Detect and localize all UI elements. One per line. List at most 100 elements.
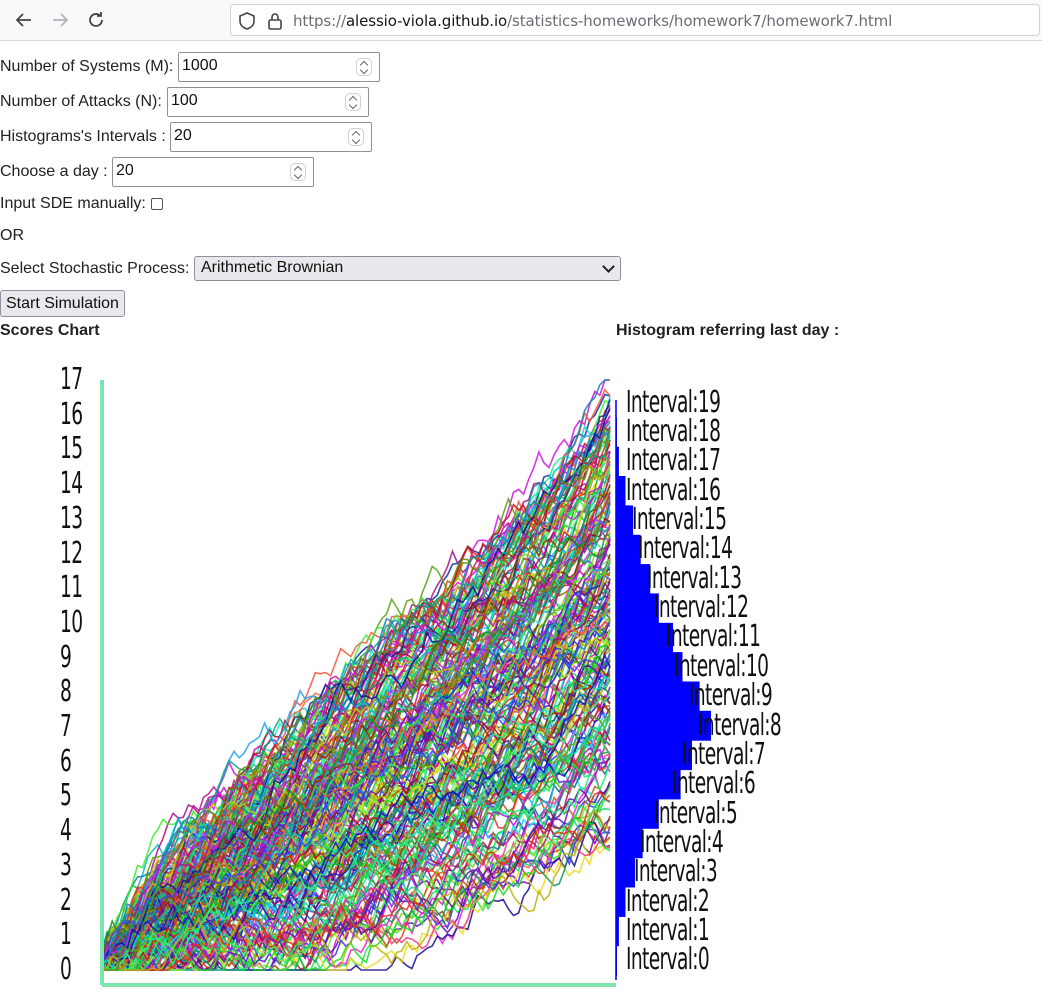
histogram-interval-label: Interval:10 [674, 648, 769, 684]
or-label: OR [0, 227, 24, 244]
score-series-line [101, 465, 611, 971]
score-series-line [101, 497, 611, 955]
y-tick-label: 16 [60, 396, 83, 432]
sde-checkbox[interactable] [151, 198, 163, 210]
histogram-bar [616, 564, 651, 594]
forward-arrow-icon[interactable] [46, 6, 74, 34]
histogram-bar [616, 828, 643, 859]
intervals-input-value: 20 [174, 127, 192, 144]
histogram-bar [616, 740, 692, 771]
day-spinner[interactable] [290, 163, 306, 181]
y-tick-label: 12 [60, 535, 83, 571]
process-select[interactable]: Arithmetic Brownian [194, 256, 621, 281]
histogram-interval-label: Interval:13 [646, 560, 742, 596]
histogram-interval-label: Interval:16 [626, 472, 721, 508]
attacks-spinner[interactable] [345, 93, 361, 111]
histogram-interval-label: Interval:12 [653, 590, 749, 626]
score-series-line [102, 753, 611, 971]
y-tick-label: 17 [60, 362, 83, 397]
y-tick-label: 8 [60, 674, 72, 710]
score-series-line [101, 592, 611, 972]
histogram-interval-label: Interval:1 [626, 912, 710, 948]
histogram-bar [616, 916, 619, 947]
histogram-bar [616, 534, 641, 565]
intervals-label: Histograms's Intervals : [0, 128, 166, 145]
score-series-line [101, 415, 611, 971]
score-series-line [101, 533, 611, 954]
score-series-line [101, 379, 610, 952]
score-series-line [101, 665, 611, 961]
histogram-bar [616, 622, 673, 653]
browser-toolbar: https://alessio-viola.github.io/statisti… [0, 0, 1042, 41]
histogram-interval-label: Interval:18 [626, 414, 721, 450]
score-series-line [101, 674, 611, 969]
y-tick-label: 1 [60, 917, 72, 953]
histogram-bar [616, 652, 683, 682]
histogram-bar [616, 710, 711, 741]
y-tick-label: 3 [60, 847, 72, 883]
y-tick-label: 15 [60, 431, 83, 467]
histogram-bar [616, 505, 634, 536]
address-bar[interactable]: https://alessio-viola.github.io/statisti… [230, 4, 1040, 36]
intervals-spinner[interactable] [348, 128, 364, 146]
histogram-interval-label: Interval:14 [638, 531, 733, 567]
lock-icon[interactable] [265, 11, 285, 31]
systems-input-value: 1000 [182, 57, 218, 74]
day-label: Choose a day : [0, 163, 108, 180]
score-series-line [101, 761, 611, 971]
histogram-bar [616, 887, 626, 917]
y-tick-label: 9 [60, 639, 72, 675]
histogram-chart: Interval:0 Interval:1 Interval:2 Interval:3… [612, 360, 872, 999]
score-series-line [102, 790, 611, 971]
histogram-bar [616, 476, 626, 506]
histogram-interval-label: Interval:11 [665, 619, 761, 655]
url-path: /statistics-homeworks/homework7/homework… [507, 12, 893, 30]
histogram-bar [616, 681, 700, 712]
back-arrow-icon[interactable] [10, 6, 38, 34]
day-input-value: 20 [116, 162, 134, 179]
histogram-interval-label: Interval:7 [682, 736, 766, 772]
intervals-input[interactable]: 20 [170, 122, 372, 152]
histogram-interval-label: Interval:6 [672, 766, 756, 802]
sde-label: Input SDE manually: [0, 195, 146, 212]
score-series-line [101, 653, 611, 963]
y-tick-label: 2 [60, 882, 72, 918]
score-series-line [101, 519, 611, 966]
histogram-interval-label: Interval:8 [698, 707, 782, 743]
y-tick-label: 5 [60, 778, 72, 814]
score-series-line [102, 816, 611, 971]
attacks-label: Number of Attacks (N): [0, 93, 162, 110]
reload-icon[interactable] [82, 6, 110, 34]
score-series-line [102, 691, 611, 971]
start-simulation-button[interactable]: Start Simulation [0, 290, 125, 317]
y-tick-label: 14 [60, 466, 83, 502]
y-tick-label: 13 [60, 500, 83, 536]
url-host: alessio-viola.github.io [345, 12, 508, 30]
histogram-interval-label: Interval:3 [633, 854, 718, 890]
histogram-bar [616, 446, 619, 477]
histogram-bar [616, 417, 617, 448]
systems-spinner[interactable] [356, 58, 372, 76]
histogram-interval-label: Interval:15 [632, 502, 727, 538]
y-tick-label: 0 [60, 952, 72, 987]
systems-input[interactable]: 1000 [178, 52, 380, 82]
score-series-line [102, 588, 611, 971]
histogram-interval-label: Interval:4 [640, 824, 724, 860]
score-series-line [101, 429, 611, 971]
histogram-interval-label: Interval:9 [688, 678, 773, 714]
process-select-value: Arithmetic Brownian [201, 259, 344, 276]
chevron-down-icon [602, 260, 615, 273]
attacks-input[interactable]: 100 [167, 87, 369, 117]
score-series-line [101, 426, 611, 971]
scores-chart: 0 1 2 3 4 5 6 7 8 9 10 11 12 13 14 15 16 17 [0, 360, 620, 999]
url-scheme: https:// [293, 12, 346, 30]
histogram-bar [616, 798, 659, 829]
y-tick-label: 4 [60, 813, 72, 849]
histogram-interval-label: Interval:2 [626, 883, 710, 919]
shield-icon[interactable] [237, 11, 257, 31]
day-input[interactable]: 20 [112, 157, 314, 187]
score-series-line [101, 483, 611, 956]
histogram-interval-label: Interval:17 [626, 443, 721, 479]
histogram-interval-label: Interval:5 [653, 795, 738, 831]
histogram-plot [615, 400, 711, 980]
